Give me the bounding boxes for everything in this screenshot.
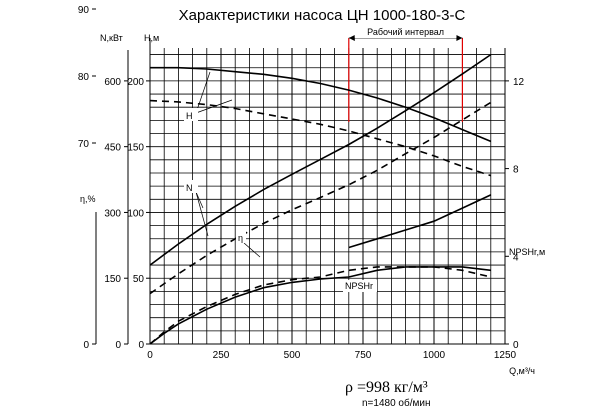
n-tick-label: 300	[104, 208, 121, 219]
annotations-group: H Nη NPSHr	[184, 71, 377, 292]
h-axis-title: Н,м	[144, 33, 159, 43]
eta-tick-label: 0	[83, 340, 89, 351]
n-leader-line	[195, 191, 209, 237]
npsh-label-bg	[343, 280, 377, 292]
n-axis-title: N,кВт	[100, 33, 123, 43]
eta-tick-label: 80	[78, 72, 90, 83]
operating-range: Рабочий интервал	[348, 26, 463, 122]
h-label-bg	[184, 108, 198, 121]
eta-axis-title: η,%	[80, 194, 96, 204]
h-leader-line	[195, 99, 233, 114]
h-tick-label: 0	[138, 340, 144, 351]
npsh-axis-title: NPSHr,м	[509, 247, 545, 257]
eta-tick-label: 90	[78, 5, 90, 16]
n-tick-label: 600	[104, 77, 121, 88]
n-label-bg	[184, 180, 198, 193]
h-curve-label: H	[186, 111, 193, 121]
operating-range-label-bg	[354, 26, 457, 38]
eta-label-bg	[236, 230, 246, 243]
x-tick-label: 500	[284, 350, 301, 361]
density-condition: ρ =998 кг/м³	[345, 379, 428, 396]
axes-group: 0 250 500 750 1000 1250 Q,м³/ч 0 50 100 150 200 Н,м 0…	[78, 5, 545, 376]
n-tick-label: 450	[104, 143, 121, 154]
npsh-tick-label: 12	[513, 77, 525, 88]
x-tick-label: 1250	[494, 350, 517, 361]
npsh-tick-label: 0	[513, 340, 519, 351]
n-tick-label: 0	[115, 340, 121, 351]
h-tick-label: 150	[127, 143, 144, 154]
n-curve-label: N	[186, 183, 193, 193]
x-tick-label: 750	[355, 350, 372, 361]
series-h-solid-line	[150, 66, 492, 143]
npsh-tick-label: 4	[513, 252, 519, 263]
x-tick-label: 250	[213, 350, 230, 361]
series-eta-solid-line	[149, 266, 491, 345]
x-tick-label: 1000	[423, 350, 446, 361]
h-tick-label: 50	[133, 274, 145, 285]
series-group	[149, 53, 492, 345]
arrow-head-right-icon	[456, 35, 463, 41]
eta-tick-label: 70	[78, 139, 90, 150]
series-h-dashed-line	[149, 99, 492, 177]
x-tick-label: 0	[147, 350, 153, 361]
series-npshr-solid-line	[348, 194, 492, 249]
chart-title: Характеристики насоса ЦН 1000-180-3-С	[179, 7, 466, 24]
series-n-dashed-line	[149, 101, 492, 295]
series-n-solid-line	[149, 53, 492, 266]
chart-grid	[149, 48, 506, 345]
n-leader-line	[195, 191, 204, 209]
h-tick-label: 100	[127, 208, 144, 219]
speed-condition: n=1480 об/мин	[362, 397, 430, 409]
eta-leader-line	[243, 242, 261, 258]
n-tick-label: 150	[104, 274, 121, 285]
arrow-head-left-icon	[348, 35, 355, 41]
operating-range-label: Рабочий интервал	[367, 27, 444, 37]
npsh-curve-label: NPSHr	[345, 281, 373, 291]
x-axis-title: Q,м³/ч	[509, 366, 535, 376]
h-tick-label: 200	[127, 77, 144, 88]
npsh-tick-label: 8	[513, 165, 519, 176]
series-eta-dashed-line	[149, 266, 491, 345]
eta-curve-label: η	[238, 233, 243, 243]
h-leader-line	[195, 71, 211, 114]
